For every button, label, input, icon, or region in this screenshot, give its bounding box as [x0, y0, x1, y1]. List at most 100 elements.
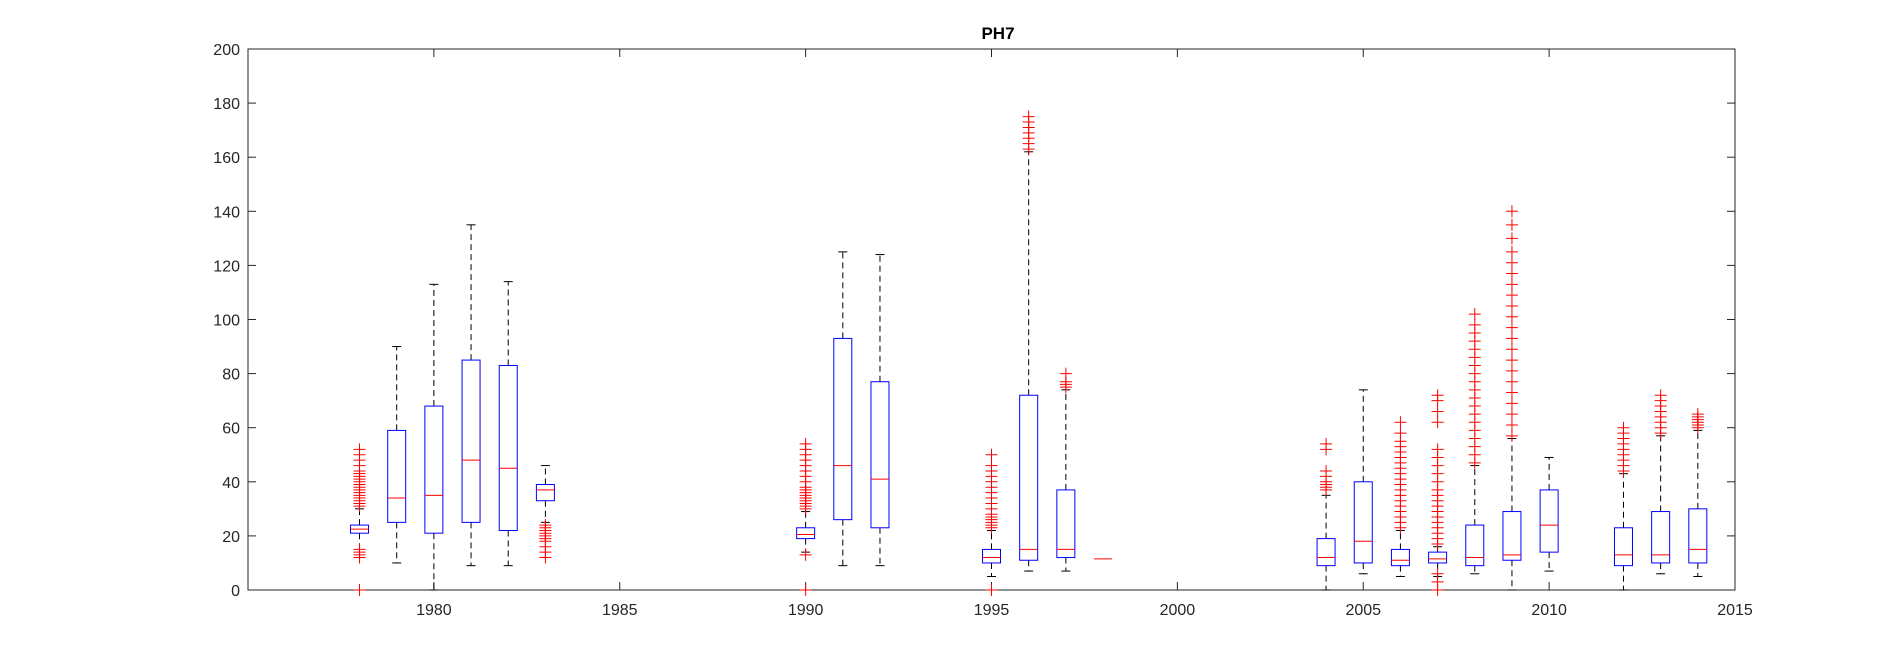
iqr-box: [796, 527, 816, 540]
box-2005: [1353, 389, 1373, 575]
box-1992: [870, 254, 890, 567]
box-2007: [1428, 389, 1448, 596]
iqr-box: [1539, 489, 1559, 553]
outlier-point: [1505, 232, 1518, 245]
box-2010: [1539, 456, 1559, 572]
box-1990: [796, 437, 816, 596]
y-axis: 0 20 40 60 80 100 120 140 160 180 200: [213, 42, 1735, 600]
outlier-point: [1654, 389, 1667, 402]
outlier-point: [1691, 408, 1704, 421]
outlier-point: [1320, 437, 1333, 450]
iqr-box: [535, 484, 555, 502]
outlier-point: [985, 584, 998, 596]
outlier-point: [1468, 308, 1481, 321]
x-tick-label: 2005: [1345, 602, 1381, 619]
box-1981: [461, 224, 481, 567]
iqr-box: [424, 405, 444, 534]
outlier-point: [1505, 245, 1518, 258]
x-tick-label: 2010: [1531, 602, 1567, 619]
box-1982: [498, 281, 518, 567]
outlier-point: [1505, 332, 1518, 345]
outlier-point: [353, 443, 366, 456]
outlier-point: [1505, 205, 1518, 218]
x-axis: 1980 1985 1990 1995 2000 2005 2010 2015: [416, 49, 1753, 619]
iqr-box: [1428, 551, 1448, 564]
outlier-point: [1394, 427, 1407, 440]
iqr-box: [1651, 511, 1671, 564]
y-tick-label: 120: [213, 258, 240, 275]
box-1995: [982, 448, 1001, 596]
y-tick-label: 180: [213, 96, 240, 113]
iqr-box: [1019, 394, 1039, 561]
outlier-point: [1059, 367, 1072, 380]
box-1996: [1019, 110, 1039, 572]
chart-title: PH7: [981, 24, 1014, 43]
outlier-point: [985, 459, 998, 472]
iqr-box: [870, 381, 890, 529]
iqr-box: [1502, 511, 1522, 561]
outlier-point: [1505, 397, 1518, 410]
iqr-box: [833, 337, 853, 521]
outlier-point: [799, 548, 812, 561]
y-tick-label: 100: [213, 313, 240, 330]
x-tick-label: 1980: [416, 602, 452, 619]
outlier-point: [353, 584, 366, 596]
iqr-box: [461, 359, 481, 523]
outlier-point: [1431, 443, 1444, 456]
outlier-point: [1505, 218, 1518, 231]
outlier-point: [1505, 299, 1518, 312]
x-tick-label: 2015: [1717, 602, 1753, 619]
outlier-point: [799, 437, 812, 450]
x-tick-label: 1995: [974, 602, 1010, 619]
box-2013: [1651, 389, 1671, 575]
outlier-point: [1468, 318, 1481, 331]
iqr-box: [1613, 527, 1633, 567]
outlier-point: [1505, 321, 1518, 334]
y-tick-label: 0: [231, 583, 240, 600]
y-tick-label: 20: [222, 529, 240, 546]
y-tick-label: 40: [222, 475, 240, 492]
outlier-point: [1505, 418, 1518, 431]
outlier-point: [1505, 375, 1518, 388]
iqr-box: [498, 364, 518, 531]
outlier-point: [1505, 364, 1518, 377]
iqr-box: [1390, 548, 1410, 567]
outlier-point: [1617, 421, 1630, 434]
y-tick-label: 140: [213, 204, 240, 221]
box-1979: [387, 346, 407, 564]
box-1980: [424, 283, 444, 591]
box-1997: [1056, 367, 1076, 572]
x-tick-label: 1990: [788, 602, 824, 619]
outlier-point: [1394, 416, 1407, 429]
outlier-point: [1505, 429, 1518, 442]
outlier-point: [1505, 354, 1518, 367]
box-2012: [1613, 421, 1633, 591]
outlier-point: [1431, 567, 1444, 580]
box-2014: [1688, 408, 1708, 577]
iqr-box: [387, 429, 407, 523]
outlier-point: [1431, 405, 1444, 418]
box-1983: [535, 465, 555, 564]
outlier-point: [1022, 110, 1035, 123]
outlier-point: [539, 519, 552, 532]
iqr-box: [1353, 481, 1373, 564]
y-tick-label: 80: [222, 367, 240, 384]
box-1991: [833, 251, 853, 567]
y-tick-label: 160: [213, 150, 240, 167]
y-tick-label: 60: [222, 421, 240, 438]
outlier-point: [1320, 464, 1333, 477]
outlier-point: [985, 448, 998, 461]
iqr-box: [1056, 489, 1076, 559]
iqr-box: [1688, 508, 1708, 564]
outlier-point: [1505, 310, 1518, 323]
outlier-point: [1505, 408, 1518, 421]
x-tick-label: 1985: [602, 602, 638, 619]
outlier-point: [1505, 256, 1518, 269]
outlier-point: [353, 543, 366, 556]
outlier-point: [1505, 386, 1518, 399]
box-series: [350, 110, 1708, 596]
outlier-point: [1505, 343, 1518, 356]
box-2006: [1390, 416, 1410, 577]
y-tick-label: 200: [213, 42, 240, 59]
